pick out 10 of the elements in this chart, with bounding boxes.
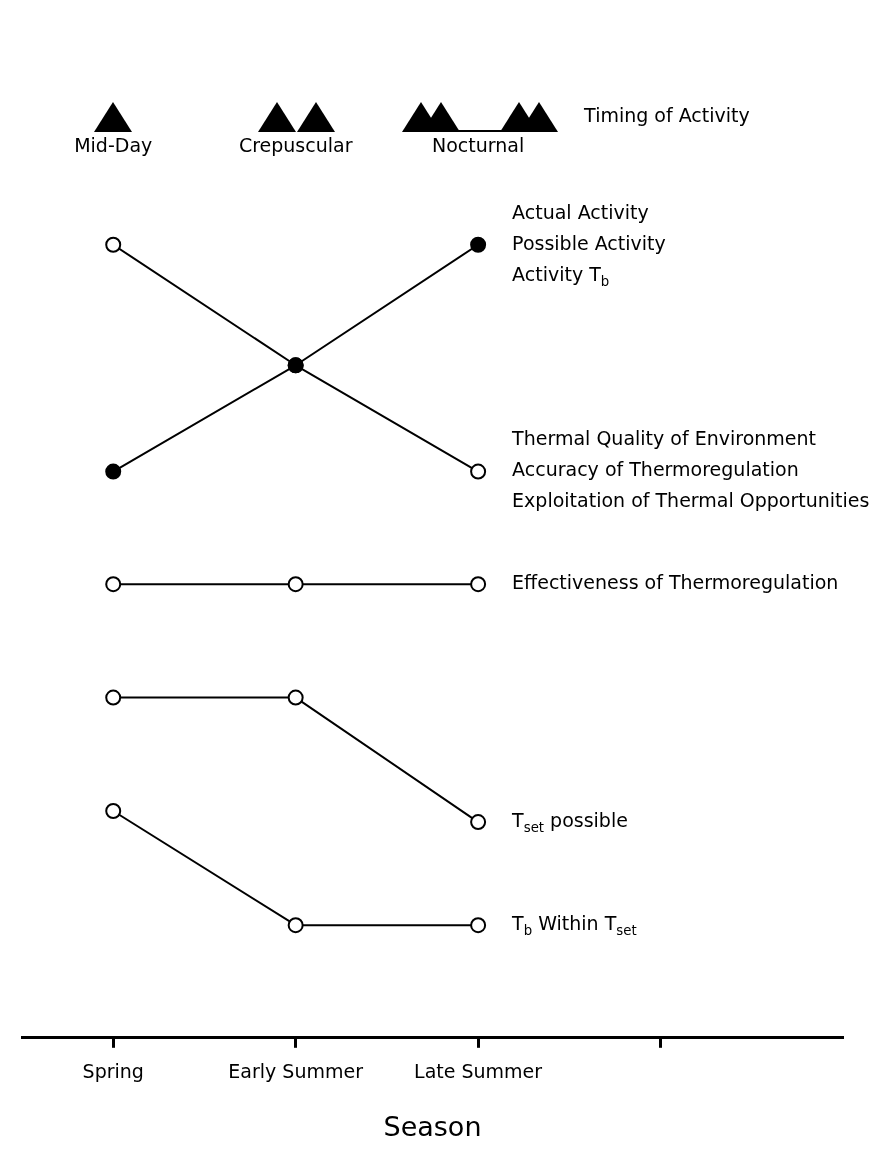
x-tick-label: Spring: [82, 1060, 144, 1083]
x-tick-label: Early Summer: [228, 1060, 364, 1083]
series-label: Thermal Quality of Environment Accuracy of Thermoregulation Exploitation of Thermal Opportunities: [511, 427, 870, 512]
text: Timing of Activity: [583, 103, 750, 126]
x-axis-title: Season: [383, 1110, 482, 1142]
text: Nocturnal: [432, 133, 525, 156]
series-label: Effectiveness of Thermoregulation: [512, 571, 839, 594]
text: Mid-Day: [74, 133, 153, 156]
text: Crepuscular: [238, 133, 353, 156]
x-tick-label: Late Summer: [414, 1060, 543, 1083]
